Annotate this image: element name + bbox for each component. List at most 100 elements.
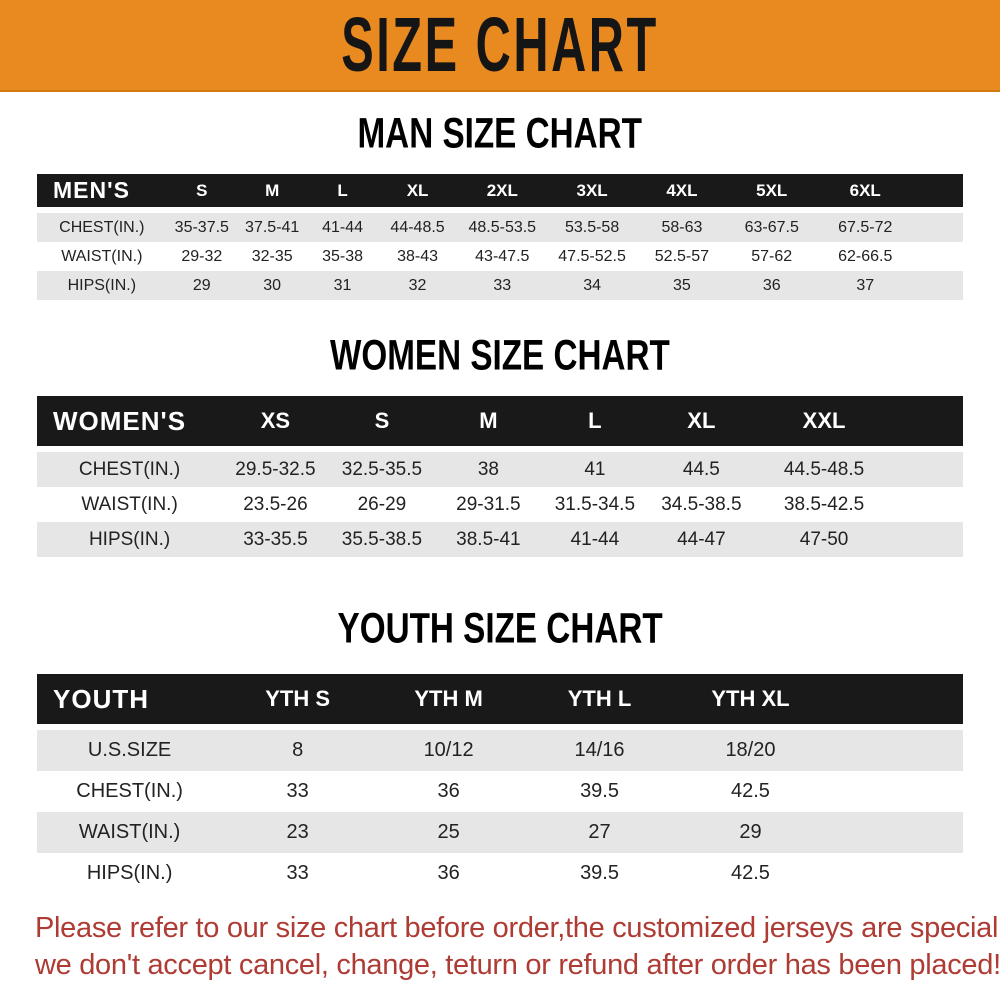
size-value-cell: 62-66.5 <box>838 247 893 265</box>
size-value-cell: 35.5-38.5 <box>328 522 436 557</box>
disclaimer-line-2: we don't accept cancel, change, teturn o… <box>35 949 1000 981</box>
size-value-cell: 31 <box>307 271 378 300</box>
size-value-cell: 29 <box>675 812 826 853</box>
size-value-cell: 29.5-32.5 <box>222 449 329 487</box>
spacer-cell <box>893 449 963 487</box>
measurement-label: CHEST(IN.) <box>37 449 223 487</box>
size-column-header: YTH L <box>524 674 675 730</box>
size-value-cell: 36 <box>726 271 817 300</box>
measurement-row: CHEST(IN.) 29.5-32.5 32.5-35.5 38 41 44.5 44.5… <box>37 449 963 487</box>
measurement-label: WAIST(IN.) <box>61 247 143 265</box>
size-column-header: XL <box>377 174 458 213</box>
size-value-cell: 44-48.5 <box>377 210 458 242</box>
size-value-cell: 44.5-48.5 <box>754 449 894 487</box>
men-size-table: MEN'S S M L XL 2XL 3XL 4XL 5XL 6XL CHEST(IN.) 35-37… <box>37 174 963 300</box>
size-value-cell: 35-38 <box>322 247 364 265</box>
size-value-cell: 27 <box>524 812 675 853</box>
size-value-cell: 38.5-41 <box>435 522 542 557</box>
size-header-row: YOUTH YTH S YTH M YTH L YTH XL <box>37 674 963 730</box>
size-column-header: XXL <box>754 396 894 452</box>
size-chart-banner: SIZE CHART <box>0 0 1000 92</box>
size-value-cell: 32-35 <box>251 247 293 265</box>
disclaimer-note: Please refer to our size chart before or… <box>35 910 1000 984</box>
measurement-label: HIPS(IN.) <box>86 862 173 884</box>
size-value-cell: 37 <box>816 271 914 300</box>
measurement-label: HIPS(IN.) <box>37 522 223 557</box>
measurement-row: HIPS(IN.) 29 30 31 32 33 34 35 36 37 <box>37 271 963 300</box>
man-size-chart-heading: MAN SIZE CHART <box>0 92 1000 158</box>
spacer-cell <box>825 727 963 771</box>
size-column-header: M <box>237 174 308 213</box>
size-column-header: S <box>166 174 237 213</box>
size-column-header: 4XL <box>637 174 727 213</box>
size-column-header: XL <box>648 396 755 452</box>
size-value-cell: 35 <box>637 271 727 300</box>
measurement-label: WAIST(IN.) <box>37 812 223 853</box>
measurement-row: HIPS(IN.) 33 36 39.5 42.5 <box>37 853 963 894</box>
youth-size-chart-section: YOUTH SIZE CHART YOUTH YTH S YTH M YTH L YTH… <box>0 557 1000 894</box>
spacer-cell <box>893 522 963 557</box>
size-column-header: M <box>435 396 542 452</box>
spacer-cell <box>826 771 963 812</box>
measurement-row: CHEST(IN.) 33 36 39.5 42.5 <box>37 771 963 812</box>
size-value-cell: 63-67.5 <box>726 210 817 242</box>
size-header-row: WOMEN'S XS S M L XL XXL <box>37 396 963 452</box>
size-value-cell: 35-37.5 <box>166 210 237 242</box>
size-value-cell: 32.5-35.5 <box>328 449 436 487</box>
disclaimer-line-1: Please refer to our size chart before or… <box>35 912 1000 944</box>
measurement-label: WAIST(IN.) <box>81 493 178 515</box>
size-group-label: WOMEN'S <box>37 396 223 452</box>
spacer-cell <box>914 242 963 271</box>
measurement-row: HIPS(IN.) 33-35.5 35.5-38.5 38.5-41 41-44 44-… <box>37 522 963 557</box>
size-table-grid: MEN'S S M L XL 2XL 3XL 4XL 5XL 6XL CHEST(IN.) 35-37… <box>37 174 963 300</box>
size-value-cell: 48.5-53.5 <box>457 210 548 242</box>
size-value-cell: 8 <box>222 727 374 771</box>
size-value-cell: 33 <box>457 271 548 300</box>
size-column-header: S <box>328 396 436 452</box>
size-column-header: YTH M <box>373 674 525 730</box>
size-value-cell: 29-31.5 <box>456 493 521 515</box>
spacer-cell <box>825 674 963 730</box>
size-column-header: XS <box>222 396 329 452</box>
spacer-cell <box>825 812 963 853</box>
size-column-header: L <box>307 174 378 213</box>
size-value-cell: 38-43 <box>397 247 439 265</box>
size-value-cell: 37.5-41 <box>237 210 308 242</box>
size-value-cell: 44-47 <box>648 522 755 557</box>
youth-size-chart-heading: YOUTH SIZE CHART <box>0 557 1000 653</box>
youth-size-chart-heading-text: YOUTH SIZE CHART <box>337 604 663 653</box>
size-column-header: 5XL <box>726 174 817 213</box>
spacer-cell <box>893 396 963 452</box>
size-column-header: L <box>541 396 649 452</box>
measurement-label: U.S.SIZE <box>37 727 223 771</box>
size-value-cell: 67.5-72 <box>816 210 914 242</box>
size-value-cell: 26-29 <box>357 493 407 515</box>
size-value-cell: 52.5-57 <box>654 247 710 265</box>
size-value-cell: 10/12 <box>373 727 525 771</box>
measurement-label: HIPS(IN.) <box>37 271 167 300</box>
size-value-cell: 47.5-52.5 <box>558 247 626 265</box>
measurement-label: CHEST(IN.) <box>37 210 167 242</box>
size-column-header: 6XL <box>816 174 914 213</box>
women-size-chart-heading-text: WOMEN SIZE CHART <box>330 331 670 380</box>
size-value-cell: 29 <box>166 271 237 300</box>
size-column-header: 2XL <box>457 174 548 213</box>
size-value-cell: 33 <box>286 780 309 802</box>
youth-size-table: YOUTH YTH S YTH M YTH L YTH XL U.S.SIZE 8 10/12… <box>37 674 963 894</box>
measurement-row: CHEST(IN.) 35-37.5 37.5-41 41-44 44-48.5 48.5… <box>37 210 963 242</box>
size-value-cell: 41-44 <box>307 210 378 242</box>
size-value-cell: 39.5 <box>580 780 619 802</box>
spacer-cell <box>913 210 963 242</box>
size-value-cell: 32 <box>377 271 458 300</box>
size-value-cell: 18/20 <box>675 727 826 771</box>
size-value-cell: 36 <box>437 862 460 884</box>
women-size-table: WOMEN'S XS S M L XL XXL CHEST(IN.) 29.5-32.5 32.5… <box>37 396 963 557</box>
measurement-row: WAIST(IN.) 23 25 27 29 <box>37 812 963 853</box>
size-value-cell: 34.5-38.5 <box>661 493 742 515</box>
size-value-cell: 30 <box>237 271 308 300</box>
size-group-label: YOUTH <box>37 674 223 730</box>
size-table-grid: YOUTH YTH S YTH M YTH L YTH XL U.S.SIZE 8 10/12… <box>37 674 963 894</box>
size-value-cell: 23.5-26 <box>243 493 308 515</box>
size-value-cell: 53.5-58 <box>547 210 637 242</box>
women-size-chart-heading: WOMEN SIZE CHART <box>0 300 1000 380</box>
